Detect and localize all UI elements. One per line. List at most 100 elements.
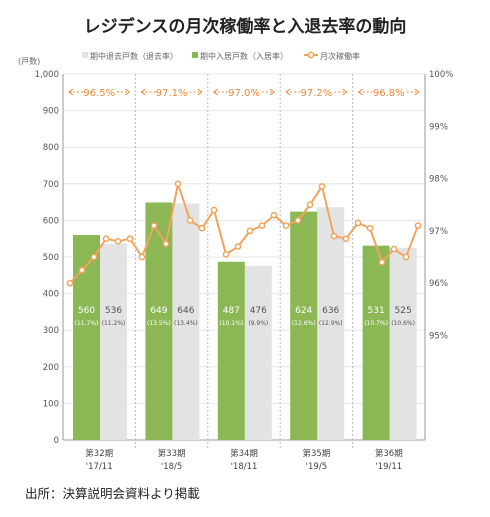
occupancy-point-20 [306, 201, 314, 209]
bar-move-in-rate-3: (12.6%) [292, 320, 316, 327]
y-right-tick-0: 95% [429, 331, 448, 341]
legend-occupancy-label: 月次稼働率 [320, 51, 360, 61]
x-label-date-2: '18/11 [231, 462, 258, 472]
avg-arrow-left-4 [357, 88, 363, 96]
legend-move-in-swatch [192, 52, 198, 58]
y-right-tick-5: 100% [429, 70, 453, 80]
avg-label-bg-2 [228, 85, 260, 98]
occupancy-point-23 [342, 235, 350, 243]
bar-move-in-rate-1: (13.5%) [147, 320, 171, 327]
y-left-tick-200: 200 [43, 363, 59, 373]
avg-label-bg-1 [155, 85, 188, 98]
avg-arrow-left-1 [140, 88, 146, 96]
bar-move-out-4 [389, 247, 417, 440]
x-label-date-3: '19/5 [306, 462, 327, 472]
bar-move-in-rate-2: (10.1%) [219, 320, 243, 327]
occupancy-point-1 [78, 266, 86, 274]
occupancy-point-6 [138, 253, 146, 261]
occupancy-point-0 [66, 279, 74, 287]
y-right-tick-1: 96% [429, 279, 448, 289]
bar-move-in-2 [217, 261, 245, 440]
y-right-tick-4: 99% [429, 122, 448, 132]
occupancy-point-27 [390, 245, 398, 253]
y-left-tick-900: 900 [43, 107, 59, 117]
bar-move-out-3 [317, 207, 345, 440]
bar-move-out-value-4: 525 [395, 306, 412, 316]
occupancy-point-29 [414, 222, 422, 229]
avg-arrow-right-1 [197, 88, 203, 96]
bar-move-out-0 [100, 243, 127, 440]
avg-label-4: 96.8% [373, 88, 405, 99]
occupancy-point-24 [354, 219, 362, 227]
occupancy-point-19 [294, 217, 302, 224]
occupancy-point-5 [126, 235, 134, 243]
bar-move-in-value-3: 624 [295, 306, 312, 316]
occupancy-point-14 [234, 243, 242, 250]
avg-label-2: 97.0% [228, 88, 260, 99]
avg-label-0: 96.5% [83, 88, 115, 99]
x-label-period-0: 第32期 [85, 448, 113, 459]
legend-move-out-label: 期中退去戸数（退去率） [90, 51, 178, 61]
occupancy-point-17 [270, 211, 278, 219]
y-left-tick-300: 300 [43, 326, 59, 336]
occupancy-point-15 [246, 227, 254, 235]
y-left-unit: (戸数) [18, 56, 40, 66]
x-label-date-0: '17/11 [86, 462, 113, 472]
y-right-tick-2: 97% [429, 227, 448, 237]
bar-move-in-value-1: 649 [150, 306, 167, 316]
bar-move-out-value-2: 476 [250, 306, 267, 316]
y-left-tick-0: 0 [54, 436, 59, 446]
avg-label-3: 97.2% [301, 88, 333, 99]
occupancy-point-3 [102, 235, 110, 243]
avg-label-1: 97.1% [156, 88, 188, 99]
chart-title: レジデンスの月次稼働率と入退去率の動向 [83, 17, 407, 37]
occupancy-point-25 [366, 224, 374, 232]
bar-move-out-2 [244, 265, 272, 440]
bar-move-in-value-4: 531 [368, 306, 385, 316]
bar-move-in-value-0: 560 [78, 306, 95, 316]
bar-move-out-value-0: 536 [105, 306, 122, 316]
occupancy-point-8 [162, 240, 170, 248]
avg-arrow-left-2 [212, 88, 219, 96]
x-label-period-2: 第34期 [230, 448, 258, 459]
bar-move-out-rate-4: (10.6%) [391, 320, 415, 327]
bar-move-in-0 [73, 235, 100, 440]
bar-move-out-rate-0: (11.2%) [102, 320, 126, 327]
occupancy-point-18 [282, 222, 290, 229]
occupancy-point-7 [150, 222, 158, 229]
occupancy-point-12 [210, 206, 218, 214]
occupancy-point-26 [378, 258, 386, 266]
occupancy-point-9 [174, 180, 182, 188]
y-left-tick-800: 800 [43, 143, 59, 153]
occupancy-point-21 [318, 183, 326, 190]
bar-move-out-value-3: 636 [322, 306, 339, 316]
avg-arrow-left-0 [68, 88, 74, 96]
y-left-tick-400: 400 [43, 290, 59, 300]
bar-move-in-3 [290, 211, 318, 440]
bar-move-out-rate-2: (9.9%) [248, 320, 268, 327]
avg-arrow-left-3 [285, 88, 291, 96]
y-left-tick-500: 500 [43, 253, 59, 263]
avg-label-bg-0 [83, 85, 116, 98]
legend-occupancy-swatch-marker [307, 51, 315, 59]
bar-move-in-value-2: 487 [223, 306, 240, 316]
x-label-period-1: 第33期 [158, 448, 186, 459]
bar-move-out-value-1: 646 [177, 306, 194, 316]
avg-arrow-right-0 [125, 88, 131, 96]
legend-move-out-swatch [82, 52, 88, 58]
x-label-date-1: '18/5 [161, 462, 182, 472]
bar-move-out-rate-1: (13.4%) [174, 320, 198, 327]
occupancy-point-16 [258, 222, 266, 229]
avg-arrow-right-2 [269, 88, 276, 96]
y-left-tick-1000: 1,000 [35, 70, 59, 80]
avg-label-bg-3 [300, 85, 333, 98]
avg-arrow-right-3 [342, 88, 348, 96]
occupancy-point-10 [186, 217, 194, 224]
occupancy-point-13 [222, 251, 230, 258]
avg-arrow-right-4 [414, 88, 420, 96]
bar-move-in-rate-0: (11.7%) [75, 320, 99, 327]
y-left-tick-100: 100 [43, 399, 59, 409]
y-right-tick-3: 98% [429, 175, 448, 185]
